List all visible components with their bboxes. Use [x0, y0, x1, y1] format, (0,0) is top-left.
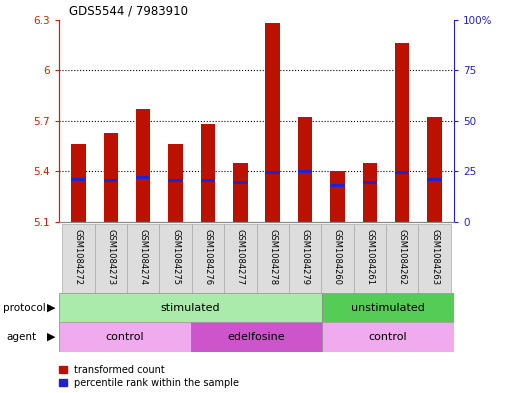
Bar [233, 181, 248, 184]
Text: GSM1084263: GSM1084263 [430, 229, 439, 285]
Bar [201, 179, 215, 182]
Bar [168, 145, 183, 222]
Text: GSM1084275: GSM1084275 [171, 229, 180, 285]
Bar [192, 224, 224, 293]
Text: GSM1084272: GSM1084272 [74, 229, 83, 285]
Bar [322, 322, 454, 352]
Bar [330, 171, 345, 222]
Bar [71, 145, 86, 222]
Text: control: control [106, 332, 144, 342]
Text: ▶: ▶ [47, 332, 56, 342]
Text: GSM1084273: GSM1084273 [106, 229, 115, 285]
Bar [363, 181, 377, 184]
Text: agent: agent [6, 332, 36, 342]
Bar [298, 118, 312, 222]
Text: GSM1084262: GSM1084262 [398, 229, 407, 285]
Bar [201, 124, 215, 222]
Bar [289, 224, 321, 293]
Text: protocol: protocol [3, 303, 45, 312]
Text: stimulated: stimulated [161, 303, 221, 312]
Bar [127, 224, 160, 293]
Text: control: control [369, 332, 407, 342]
Text: edelfosine: edelfosine [228, 332, 285, 342]
Text: GSM1084279: GSM1084279 [301, 229, 309, 285]
Bar [427, 118, 442, 222]
Bar [233, 163, 248, 222]
Text: GSM1084274: GSM1084274 [139, 229, 148, 285]
Bar [386, 224, 419, 293]
Bar [59, 322, 191, 352]
Text: GSM1084276: GSM1084276 [204, 229, 212, 285]
Text: GSM1084277: GSM1084277 [236, 229, 245, 285]
Bar [265, 171, 280, 174]
Bar [321, 224, 353, 293]
Bar [419, 224, 451, 293]
Text: GSM1084260: GSM1084260 [333, 229, 342, 285]
Bar [136, 109, 150, 222]
Bar [62, 224, 94, 293]
Bar [136, 176, 150, 179]
Bar [330, 184, 345, 187]
Bar [191, 322, 322, 352]
Text: unstimulated: unstimulated [351, 303, 425, 312]
Text: GSM1084261: GSM1084261 [365, 229, 374, 285]
Bar [104, 133, 118, 222]
Legend: transformed count, percentile rank within the sample: transformed count, percentile rank withi… [58, 365, 239, 388]
Text: GSM1084278: GSM1084278 [268, 229, 277, 285]
Bar [395, 171, 409, 174]
Bar [104, 179, 118, 182]
Bar [427, 178, 442, 180]
Bar [59, 293, 322, 322]
Text: GDS5544 / 7983910: GDS5544 / 7983910 [69, 5, 188, 18]
Text: ▶: ▶ [47, 303, 56, 312]
Bar [160, 224, 192, 293]
Bar [71, 178, 86, 180]
Bar [363, 163, 377, 222]
Bar [395, 43, 409, 222]
Bar [256, 224, 289, 293]
Bar [224, 224, 256, 293]
Bar [94, 224, 127, 293]
Bar [353, 224, 386, 293]
Bar [322, 293, 454, 322]
Bar [168, 179, 183, 182]
Bar [298, 170, 312, 173]
Bar [265, 23, 280, 222]
